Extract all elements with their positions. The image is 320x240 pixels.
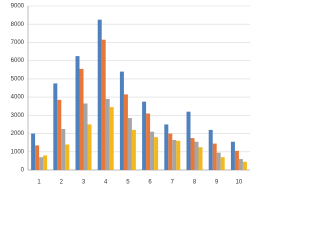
x-tick-label: 8	[193, 180, 197, 186]
bar	[87, 124, 92, 170]
x-tick-label: 5	[126, 180, 130, 186]
bar	[150, 131, 155, 170]
y-tick-label: 3000	[11, 113, 25, 119]
x-tick-label: 1	[37, 180, 41, 186]
bar	[198, 147, 203, 170]
bar	[154, 137, 159, 170]
bar	[230, 141, 235, 170]
bar	[35, 145, 40, 170]
bar	[131, 129, 136, 170]
bar	[53, 83, 58, 170]
x-tick-label: 6	[148, 180, 152, 186]
y-tick-label: 7000	[11, 40, 25, 46]
bar	[168, 133, 173, 170]
y-tick-label: 9000	[11, 4, 25, 10]
bar	[39, 157, 44, 170]
y-tick-label: 1000	[11, 149, 25, 155]
bar	[127, 118, 132, 170]
bar	[142, 101, 147, 170]
bar	[238, 159, 243, 170]
bar	[57, 99, 62, 170]
chart: 0 1000 2000 3000 4000 5000 6000 7000 8000 9000 1 2 3…	[11, 4, 250, 186]
bar	[208, 129, 213, 170]
bar	[242, 161, 247, 170]
bar	[61, 129, 66, 170]
bar	[164, 124, 169, 170]
y-tick-label: 2000	[11, 131, 25, 137]
x-tick-label: 2	[60, 180, 64, 186]
bar	[109, 107, 114, 170]
y-tick-label: 8000	[11, 22, 25, 28]
bar	[83, 103, 88, 170]
bar	[105, 98, 110, 170]
y-tick-label: 6000	[11, 58, 25, 64]
y-tick-label: 5000	[11, 76, 25, 82]
bar	[75, 56, 80, 170]
bar	[31, 133, 36, 170]
bar	[119, 71, 124, 170]
x-tick-label: 7	[171, 180, 175, 186]
x-tick-label: 9	[215, 180, 219, 186]
bar	[123, 94, 128, 170]
y-tick-label: 0	[21, 168, 25, 174]
bar	[194, 141, 199, 170]
x-tick-label: 3	[82, 180, 86, 186]
bar	[234, 150, 239, 170]
bar	[216, 152, 221, 170]
bar	[101, 39, 106, 170]
bar	[79, 68, 84, 170]
x-tick-label: 10	[236, 180, 243, 186]
bar	[212, 143, 217, 170]
y-tick-label: 4000	[11, 95, 25, 101]
bar	[186, 111, 191, 170]
x-tick-label: 4	[104, 180, 108, 186]
bar	[220, 157, 225, 170]
bar	[146, 113, 151, 170]
bar	[172, 139, 177, 170]
bar	[43, 155, 48, 170]
bar	[176, 140, 181, 170]
bar	[65, 144, 70, 170]
bar	[190, 138, 195, 170]
bar	[97, 19, 102, 170]
